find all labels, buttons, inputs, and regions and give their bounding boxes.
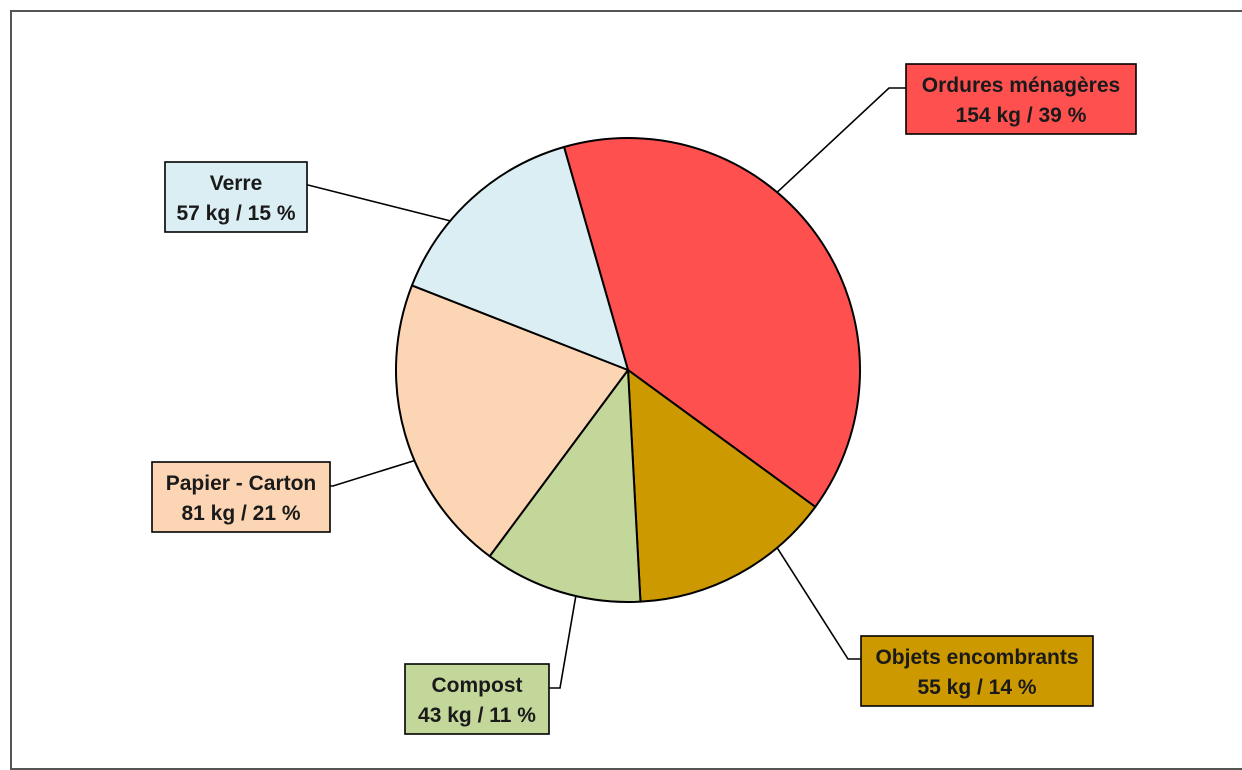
callout-box-verre bbox=[164, 161, 308, 233]
slice-label-value: 154 kg / 39 % bbox=[956, 104, 1087, 127]
slice-label-value: 55 kg / 14 % bbox=[917, 676, 1036, 699]
slice-label-name: Papier - Carton bbox=[166, 472, 317, 495]
pie-slices bbox=[395, 137, 861, 604]
slice-label-name: Ordures ménagères bbox=[922, 74, 1120, 97]
leader-line-papier-carton bbox=[330, 459, 415, 487]
leader-line-objets-encombrants bbox=[776, 547, 861, 660]
pie-slice-objets-encombrants bbox=[627, 369, 817, 603]
leader-line-ordures-menageres bbox=[776, 87, 906, 193]
pie-slice-ordures-menageres bbox=[563, 137, 861, 508]
slice-label-name: Verre bbox=[210, 172, 263, 195]
slice-label-value: 57 kg / 15 % bbox=[176, 202, 295, 225]
callout-box-papier-carton bbox=[151, 461, 331, 533]
callout-objets-encombrants: Objets encombrants 55 kg / 14 % bbox=[860, 635, 1094, 707]
callout-verre: Verre 57 kg / 15 % bbox=[164, 161, 308, 233]
callout-box-compost bbox=[404, 663, 550, 735]
callout-papier-carton: Papier - Carton 81 kg / 21 % bbox=[151, 461, 331, 533]
slice-label-value: 81 kg / 21 % bbox=[181, 502, 300, 525]
slice-label-name: Objets encombrants bbox=[875, 646, 1078, 669]
leader-line-verre bbox=[307, 184, 451, 222]
slice-label-value: 43 kg / 11 % bbox=[418, 704, 536, 727]
slice-label-name: Compost bbox=[432, 674, 523, 697]
callout-ordures-menageres: Ordures ménagères 154 kg / 39 % bbox=[905, 63, 1137, 135]
callout-box-objets-encombrants bbox=[860, 635, 1094, 707]
pie-slice-compost bbox=[488, 369, 642, 604]
callout-compost: Compost 43 kg / 11 % bbox=[404, 663, 550, 735]
pie-slice-verre bbox=[410, 145, 629, 371]
callout-box-ordures-menageres bbox=[905, 63, 1137, 135]
callout-boxes: Ordures ménagères 154 kg / 39 % Objets enc… bbox=[151, 63, 1137, 735]
pie-slice-papier-carton bbox=[395, 284, 629, 558]
